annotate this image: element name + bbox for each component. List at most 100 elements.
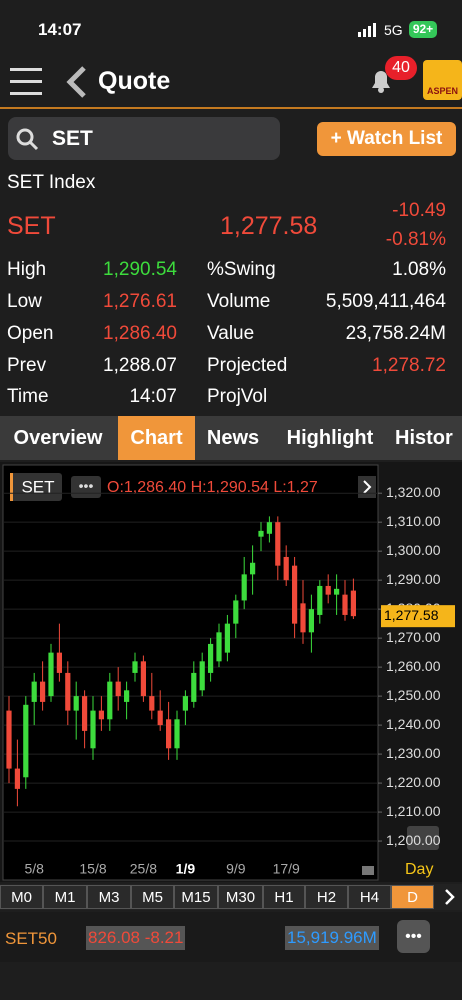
timeframe-next[interactable] — [438, 886, 460, 908]
tab[interactable]: Highlight — [286, 427, 374, 449]
logo[interactable]: ASPEN — [423, 60, 462, 100]
candle-body — [56, 652, 62, 673]
y-tick-label: 1,200.00 — [386, 832, 441, 848]
candle-body — [258, 530, 264, 537]
timeframe-active[interactable]: D — [391, 885, 434, 909]
tab[interactable]: Overview — [13, 427, 103, 449]
candle-body — [166, 719, 172, 749]
row-label: %Swing — [207, 259, 276, 280]
candle-body — [250, 562, 256, 575]
bell-icon[interactable] — [368, 68, 394, 94]
row-label: Value — [207, 323, 255, 344]
candle-body — [300, 603, 306, 633]
ticker-menu[interactable]: ••• — [397, 920, 430, 953]
y-tick-label: 1,300.00 — [386, 542, 441, 558]
timeframe[interactable]: H2 — [305, 885, 348, 909]
x-tick-label: 9/9 — [226, 861, 246, 877]
chart-menu[interactable] — [71, 476, 101, 498]
candle-body — [208, 643, 214, 673]
x-tick-label: 1/9 — [176, 861, 196, 877]
candle-body — [48, 652, 54, 697]
timeframe[interactable]: H1 — [263, 885, 305, 909]
candle-body — [115, 681, 121, 697]
candle-body — [292, 565, 298, 624]
row-label: Prev — [7, 355, 47, 376]
zoom-button[interactable] — [407, 826, 439, 850]
ohl-arrow-icon — [363, 480, 372, 494]
candle-body — [283, 556, 289, 581]
tab[interactable]: Histor — [395, 427, 453, 449]
candle-body — [216, 632, 222, 662]
x-tick-label: 15/8 — [79, 861, 106, 877]
ohl-arrow[interactable] — [358, 476, 376, 498]
y-tick-label: 1,240.00 — [386, 716, 441, 732]
price-tag: 1,277.58 — [384, 607, 439, 623]
timeframe[interactable]: M3 — [87, 885, 131, 909]
y-tick-label: 1,270.00 — [386, 629, 441, 645]
x-tick-label: 17/9 — [273, 861, 300, 877]
network: 5G — [384, 22, 403, 38]
candle-body — [140, 661, 146, 697]
candle-body — [241, 574, 247, 601]
y-tick-label: 1,260.00 — [386, 658, 441, 674]
last-price: 1,277.58 — [220, 212, 318, 240]
row-label: Time — [7, 386, 49, 407]
candle-body — [124, 690, 130, 702]
battery: 92+ — [409, 21, 437, 38]
candle-body — [31, 681, 37, 702]
candle-body — [191, 672, 197, 702]
y-tick-label: 1,290.00 — [386, 571, 441, 587]
y-tick-label: 1,250.00 — [386, 687, 441, 703]
timeframe[interactable]: M0 — [0, 885, 43, 909]
watchlist-button[interactable]: + Watch List — [317, 122, 456, 156]
period-label: Day — [405, 861, 433, 878]
change: -10.49 — [392, 200, 446, 221]
candle-body — [224, 623, 230, 653]
timeframe[interactable]: M15 — [174, 885, 218, 909]
index-name: SET Index — [7, 172, 96, 193]
notification-badge: 40 — [385, 56, 417, 80]
row-value: 1,288.07 — [103, 355, 177, 376]
row-value: 23,758.24M — [345, 323, 446, 344]
timeframe[interactable]: M5 — [131, 885, 174, 909]
row-label: Low — [7, 291, 42, 312]
price-tag-box — [381, 605, 455, 628]
chart-symbol: SET — [21, 477, 54, 496]
symbol-chip — [10, 473, 62, 501]
tab-active[interactable]: Chart — [118, 416, 195, 460]
ticker-symbol[interactable]: SET50 — [5, 929, 57, 948]
tab-bar — [0, 416, 462, 460]
candle-body — [6, 710, 12, 769]
candle-body — [90, 710, 96, 749]
candle-body — [174, 719, 180, 749]
row-value: 1.08% — [392, 259, 446, 280]
search-box[interactable] — [8, 117, 280, 160]
candle-body — [23, 704, 29, 778]
candle-body — [149, 696, 155, 711]
candle-body — [14, 768, 20, 789]
plot-area — [2, 464, 379, 881]
timeframe[interactable]: H4 — [348, 885, 391, 909]
lock-icon[interactable] — [362, 866, 374, 875]
candle-body — [132, 661, 138, 673]
candle-body — [233, 600, 239, 624]
candle-body — [107, 681, 113, 720]
row-value: 1,286.40 — [103, 323, 177, 344]
x-tick-label: 5/8 — [24, 861, 44, 877]
candle-body — [317, 585, 323, 615]
page-title: Quote — [98, 67, 171, 95]
tab[interactable]: News — [206, 427, 260, 449]
candle-body — [334, 588, 340, 595]
nav-icons[interactable] — [8, 66, 88, 98]
candle-body — [182, 696, 188, 711]
timeframe[interactable]: M1 — [43, 885, 87, 909]
candle-body — [157, 710, 163, 726]
candle-body — [199, 661, 205, 691]
timeframe[interactable]: M30 — [218, 885, 263, 909]
y-tick-label: 1,320.00 — [386, 484, 441, 500]
header-divider — [0, 107, 462, 109]
y-tick-label: 1,310.00 — [386, 513, 441, 529]
candle-body — [73, 696, 79, 711]
